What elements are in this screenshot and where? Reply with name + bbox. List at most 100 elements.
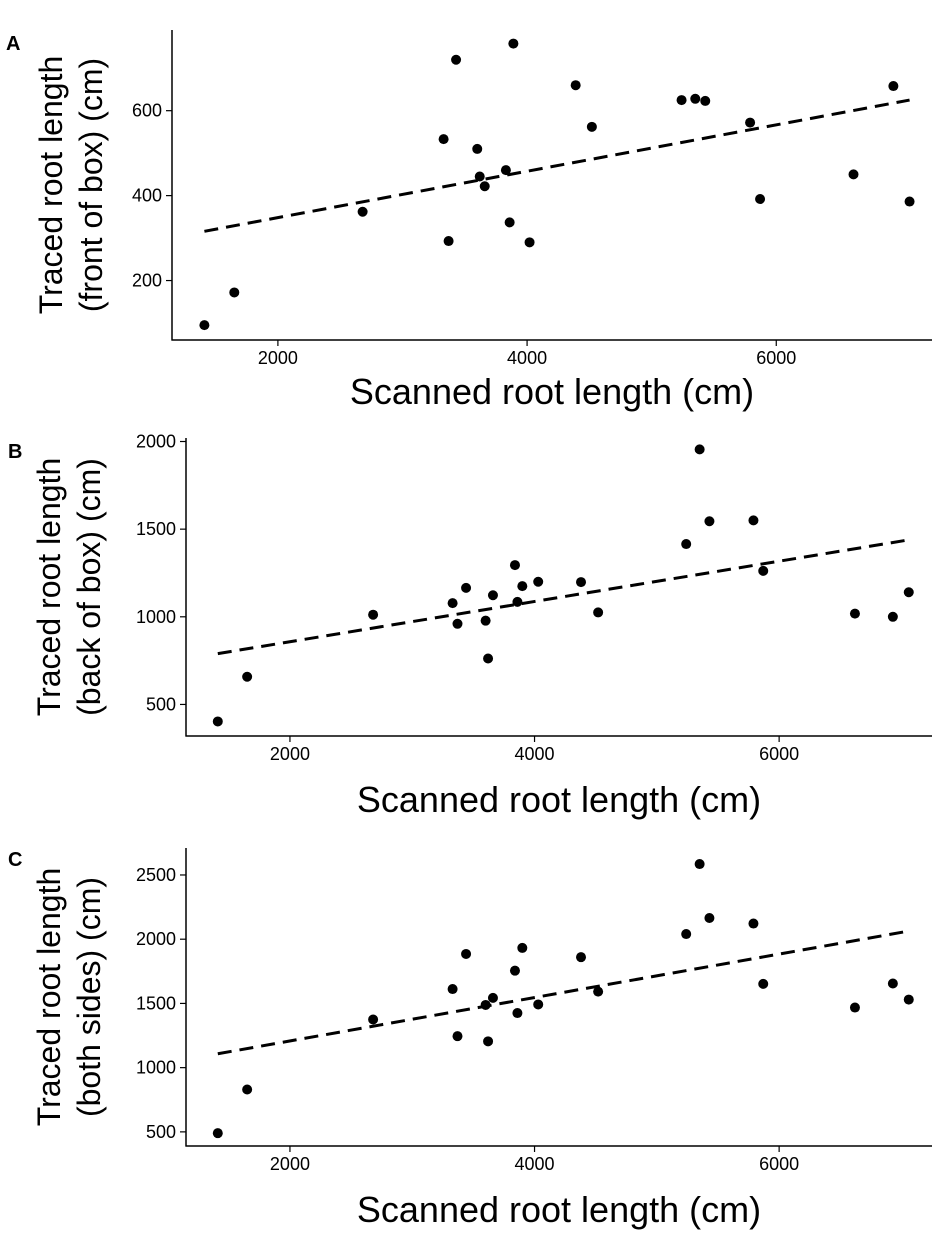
panel-c-data-point bbox=[487, 992, 498, 1003]
panel-b-data-point bbox=[461, 582, 472, 593]
panel-b-data-point bbox=[593, 607, 604, 618]
panel-c-data-point bbox=[242, 1084, 253, 1095]
panel-b-data-point bbox=[509, 560, 520, 571]
panel-a-data-point bbox=[700, 95, 711, 106]
panel-b-data-point bbox=[681, 539, 692, 550]
panel-b-data-point bbox=[242, 671, 253, 682]
panel-a-data-point bbox=[474, 171, 485, 182]
panel-b-data-point bbox=[748, 515, 759, 526]
panel-c-letter: C bbox=[8, 849, 22, 871]
panel-c-data-point bbox=[681, 929, 692, 940]
panel-b-data-point bbox=[512, 596, 523, 607]
panel-c-data-point bbox=[576, 952, 587, 963]
panel-a-y-tick-label: 600 bbox=[132, 101, 162, 121]
panel-c-data-point bbox=[447, 984, 458, 995]
panel-c-y-tick-label: 2000 bbox=[136, 929, 176, 949]
panel-c-data-point bbox=[512, 1008, 523, 1019]
panel-b: B 2000 4000 6000 500 1000 1500 2000 Traced root … bbox=[8, 432, 932, 820]
panel-b-letter: B bbox=[8, 441, 22, 463]
panel-b-data-point bbox=[903, 587, 914, 598]
panel-c-y-tick-label: 1500 bbox=[136, 993, 176, 1013]
panel-a-data-point bbox=[479, 181, 490, 192]
panel-b-y-tick-label: 2000 bbox=[136, 432, 176, 452]
panel-a-data-point bbox=[904, 196, 915, 207]
panel-c-y-tick-label: 1000 bbox=[136, 1058, 176, 1078]
panel-b-y-tick-label: 1500 bbox=[136, 519, 176, 539]
panel-a-data-point bbox=[199, 320, 210, 331]
panel-b-data-point bbox=[517, 581, 528, 592]
panel-c: C 2000 4000 6000 500 1000 1500 2000 2500 Traced r… bbox=[8, 848, 932, 1230]
panel-b-data-point bbox=[694, 444, 705, 455]
panel-a-x-tick-label: 2000 bbox=[258, 348, 298, 368]
panel-a-data-point bbox=[755, 194, 766, 205]
panel-a-data-point bbox=[357, 206, 368, 217]
panel-b-data-point bbox=[758, 565, 769, 576]
panel-b-y-axis-label-line1: Traced root length bbox=[31, 458, 67, 717]
panel-b-data-point bbox=[576, 577, 587, 588]
panel-c-y-tick-label: 2500 bbox=[136, 865, 176, 885]
panel-c-data-point bbox=[593, 986, 604, 997]
panel-a-data-point bbox=[508, 38, 519, 49]
panel-a-data-point bbox=[472, 143, 483, 154]
panel-c-x-tick-label: 4000 bbox=[515, 1154, 555, 1174]
panel-a-data-point bbox=[500, 165, 511, 176]
panel-a-data-point bbox=[745, 117, 756, 128]
panel-c-data-point bbox=[509, 965, 520, 976]
panel-c-y-tick-label: 500 bbox=[146, 1122, 176, 1142]
panel-a-trend-line bbox=[204, 98, 910, 233]
panel-c-data-point bbox=[849, 1002, 860, 1013]
panel-b-y-tick-label: 1000 bbox=[136, 607, 176, 627]
panel-c-data-point bbox=[368, 1014, 379, 1025]
panel-c-y-axis-label-line1: Traced root length bbox=[31, 868, 67, 1127]
panel-b-y-axis-label-line2: (back of box) (cm) bbox=[71, 458, 107, 716]
panel-b-data-point bbox=[212, 716, 223, 727]
panel-c-y-axis-label-line2: (both sides) (cm) bbox=[71, 877, 107, 1117]
panel-a-y-tick-label: 200 bbox=[132, 271, 162, 291]
panel-b-x-tick-label: 4000 bbox=[515, 744, 555, 764]
panel-c-x-tick-label: 6000 bbox=[759, 1154, 799, 1174]
panel-a-data-point bbox=[888, 81, 899, 92]
panel-c-data-point bbox=[212, 1128, 223, 1139]
panel-a-data-point bbox=[229, 287, 240, 298]
panel-a-x-axis-label: Scanned root length (cm) bbox=[350, 371, 754, 412]
panel-b-data-point bbox=[447, 598, 458, 609]
panel-c-x-axis-label: Scanned root length (cm) bbox=[357, 1189, 761, 1230]
panel-c-data-point bbox=[903, 994, 914, 1005]
panel-b-data-point bbox=[533, 576, 544, 587]
panel-a-x-tick-label: 4000 bbox=[507, 348, 547, 368]
panel-a-x-tick-label: 6000 bbox=[756, 348, 796, 368]
panel-a-data-point bbox=[690, 93, 701, 104]
panel-a-letter: A bbox=[6, 33, 20, 55]
panel-c-x-tick-label: 2000 bbox=[270, 1154, 310, 1174]
panel-b-data-point bbox=[487, 590, 498, 601]
panel-c-data-point bbox=[480, 999, 491, 1010]
panel-a-data-point bbox=[524, 237, 535, 248]
panel-b-data-point bbox=[368, 609, 379, 620]
panel-b-data-point bbox=[483, 653, 494, 664]
panel-c-trend-line bbox=[217, 929, 911, 1056]
panel-c-data-point bbox=[517, 942, 528, 953]
panel-a-data-point bbox=[438, 134, 449, 145]
panel-c-data-point bbox=[748, 918, 759, 929]
panel-b-x-tick-label: 2000 bbox=[270, 744, 310, 764]
panel-a-data-point bbox=[676, 95, 687, 106]
panel-b-data-point bbox=[704, 516, 715, 527]
panel-b-data-point bbox=[849, 608, 860, 619]
panel-c-data-point bbox=[533, 999, 544, 1010]
panel-c-data-point bbox=[461, 948, 472, 959]
panel-b-y-tick-label: 500 bbox=[146, 694, 176, 714]
panel-b-data-point bbox=[480, 615, 491, 626]
panel-a-data-point bbox=[504, 217, 515, 228]
panel-c-data-point bbox=[758, 978, 769, 989]
panel-a-data-point bbox=[443, 236, 454, 247]
panel-a-y-axis-label-line2: (front of box) (cm) bbox=[73, 58, 109, 312]
panel-a-data-point bbox=[848, 169, 859, 180]
panel-c-data-point bbox=[483, 1036, 494, 1047]
panel-c-data-point bbox=[694, 859, 705, 870]
panel-c-data-point bbox=[704, 913, 715, 924]
panel-a-y-axis-label-line1: Traced root length bbox=[33, 56, 69, 315]
panel-a-data-point bbox=[451, 54, 462, 65]
panel-c-data-point bbox=[887, 978, 898, 989]
panel-b-x-tick-label: 6000 bbox=[759, 744, 799, 764]
